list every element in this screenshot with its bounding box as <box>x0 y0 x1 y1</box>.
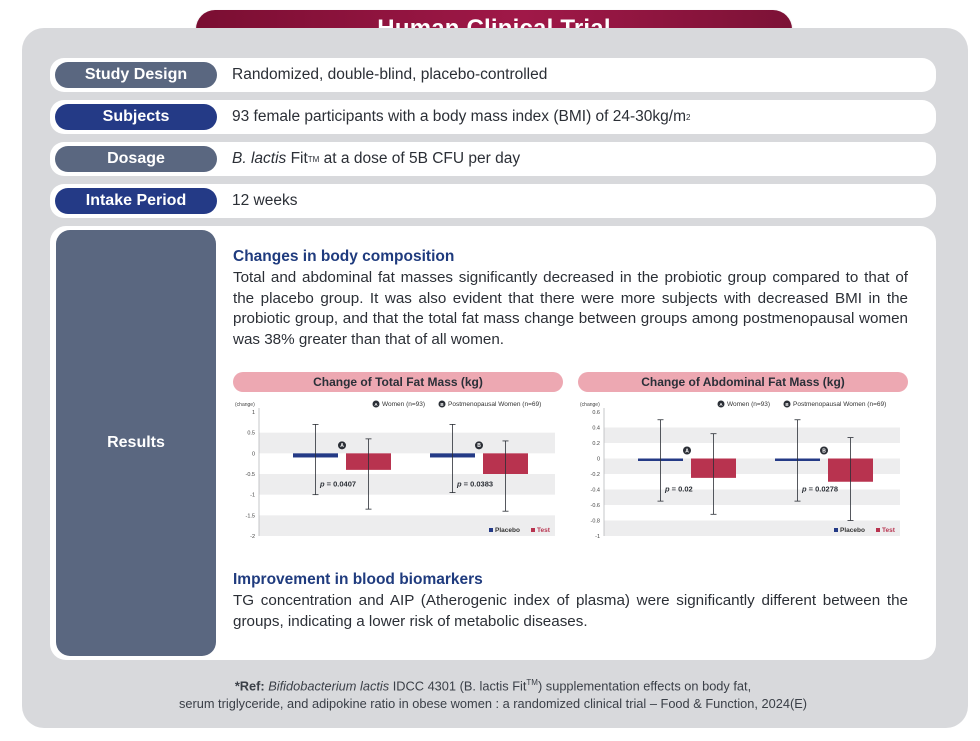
chart1-group-mark-icon <box>820 446 828 455</box>
chart1-y-tick-label: 0 <box>597 457 600 463</box>
row-study-design: Study Design Randomized, double-blind, p… <box>50 58 936 92</box>
chart1-grid-band <box>604 520 900 536</box>
chart1-group-mark-icon <box>683 446 691 455</box>
heading-blood-biomarkers: Improvement in blood biomarkers <box>233 571 483 588</box>
chart1-y-tick-label: 0.6 <box>592 410 600 416</box>
chart-total-fat: Change of Total Fat Mass (kg) (change) 1 0… <box>233 372 563 548</box>
intake-period-text: 12 weeks <box>232 192 298 209</box>
chart1-grid-band <box>604 489 900 505</box>
reference-prefix: *Ref: <box>234 678 269 694</box>
chart0-y-tick-label: -2 <box>250 534 255 540</box>
chart1-legend-text: Women (n=93) <box>727 401 770 408</box>
chart1-group-mark-letter: A <box>685 448 689 454</box>
chart0-legend-test-swatch <box>531 528 535 532</box>
chart1-grid-band <box>604 458 900 474</box>
chart0-legend-mark-icon <box>438 400 446 408</box>
reference-line2: serum triglyceride, and adipokine ratio … <box>178 696 808 712</box>
chart0-y-tick-label: -1.5 <box>246 513 255 519</box>
reference: *Ref: Bifidobacterium lactis IDCC 4301 (… <box>50 674 936 713</box>
row-dosage: Dosage B. lactis Fit TM at a dose of 5B C… <box>50 142 936 176</box>
dosage-sup: TM <box>307 154 320 164</box>
chart1-legend-test-swatch <box>876 528 880 532</box>
subjects-text-main: 93 female participants with a body mass … <box>232 108 687 125</box>
chart1-y-tick-label: -1 <box>595 534 600 540</box>
chart1-legend-mark-icon <box>717 400 725 408</box>
study-design-text: Randomized, double-blind, placebo-contro… <box>232 66 548 83</box>
dosage-label: Dosage <box>55 146 217 172</box>
reference-text-b: ) supplementation effects on body fat, <box>537 678 752 694</box>
dosage-strain: B. lactis <box>232 150 287 167</box>
chart0-legend-mark-letter: A <box>374 402 378 407</box>
chart1-grid-band <box>604 427 900 443</box>
chart0-group-mark-icon <box>338 441 346 450</box>
chart-abdominal-fat: Change of Abdominal Fat Mass (kg) (chang… <box>578 372 908 548</box>
chart0-y-label: (change) <box>235 402 255 408</box>
subjects-text-sup: 2 <box>686 112 691 122</box>
chart0-legend-placebo: Placebo <box>495 527 520 534</box>
chart1-y-tick-label: -0.8 <box>591 519 600 525</box>
chart0-y-tick-label: 0 <box>252 451 255 457</box>
chart0-grid-band <box>259 474 555 495</box>
intake-period-label: Intake Period <box>55 188 217 214</box>
chart1-y-tick-label: 0.2 <box>592 441 600 447</box>
chart0-p-value: p = 0.0383 <box>456 479 493 488</box>
chart1-p-value: p = 0.0278 <box>801 485 838 494</box>
chart1-y-label: (change) <box>580 402 600 408</box>
dosage-text-a: Fit <box>286 150 308 167</box>
chart1-legend-placebo-swatch <box>834 528 838 532</box>
chart0-legend-text: Postmenopausal Women (n=69) <box>448 401 541 408</box>
chart-title-total-fat: Change of Total Fat Mass (kg) <box>233 372 563 392</box>
chart1-y-tick-label: -0.4 <box>591 488 600 494</box>
chart1-legend-placebo: Placebo <box>840 527 865 534</box>
heading-body-composition: Changes in body composition <box>233 248 455 265</box>
chart0-y-tick-label: 1 <box>252 410 255 416</box>
results-label: Results <box>56 230 216 656</box>
chart1-legend-test: Test <box>882 527 896 534</box>
chart0-y-tick-label: -1 <box>250 493 255 499</box>
results-box: Results Changes in body composition Tota… <box>50 226 936 660</box>
chart0-legend-mark-letter: B <box>440 402 444 407</box>
chart-total-fat-svg: (change)10.50-0.5-1-1.5-2A Women (n=93) B P… <box>235 400 555 540</box>
chart-abdominal-fat-svg: (change) 0.6 0.4 0.2 0 -0.2 -0.4 -0.6 -0.8 -1 A Wom… <box>580 400 900 540</box>
chart1-legend-text: Postmenopausal Women (n=69) <box>793 401 886 408</box>
chart0-y-tick-label: -0.5 <box>246 472 255 478</box>
reference-text-a: IDCC 4301 (B. lactis Fit <box>389 678 527 694</box>
dosage-text: B. lactis Fit TM at a dose of 5B CFU per … <box>232 142 520 176</box>
chart1-legend-mark-letter: B <box>785 402 789 407</box>
reference-line1: *Ref: Bifidobacterium lactis IDCC 4301 (… <box>50 674 936 695</box>
chart0-grid-band <box>259 432 555 454</box>
chart0-grid-band <box>259 515 555 536</box>
chart0-legend-mark-icon <box>372 400 380 408</box>
row-intake-period: Intake Period 12 weeks <box>50 184 936 218</box>
dosage-text-b: at a dose of 5B CFU per day <box>319 150 521 167</box>
chart1-y-tick-label: 0.4 <box>592 426 600 432</box>
chart1-legend-mark-letter: A <box>719 402 723 407</box>
chart1-legend-mark-icon <box>783 400 791 408</box>
chart0-legend-test: Test <box>537 527 551 534</box>
chart0-legend-text: Women (n=93) <box>382 401 425 408</box>
chart0-group-mark-letter: B <box>477 443 481 449</box>
row-subjects: Subjects 93 female participants with a b… <box>50 100 936 134</box>
chart0-p-value: p = 0.0407 <box>319 479 356 488</box>
chart1-y-tick-label: -0.2 <box>591 472 600 478</box>
para-body-composition: Total and abdominal fat masses significa… <box>233 269 908 348</box>
study-design-label: Study Design <box>55 62 217 88</box>
chart0-group-mark-icon <box>475 441 483 450</box>
subjects-text: 93 female participants with a body mass … <box>232 100 690 134</box>
reference-sup: TM <box>526 678 538 687</box>
subjects-label: Subjects <box>55 104 217 130</box>
chart1-y-tick-label: -0.6 <box>591 503 600 509</box>
reference-italic: Bifidobacterium lactis <box>268 678 390 694</box>
chart1-group-mark-letter: B <box>822 448 826 454</box>
chart0-legend-placebo-swatch <box>489 528 493 532</box>
chart1-p-value: p = 0.02 <box>664 485 693 494</box>
chart0-y-tick-label: 0.5 <box>247 431 255 437</box>
chart0-group-mark-letter: A <box>340 443 344 449</box>
para-blood-biomarkers: TG concentration and AIP (Atherogenic in… <box>233 592 908 630</box>
chart-title-abdominal-fat: Change of Abdominal Fat Mass (kg) <box>578 372 908 392</box>
